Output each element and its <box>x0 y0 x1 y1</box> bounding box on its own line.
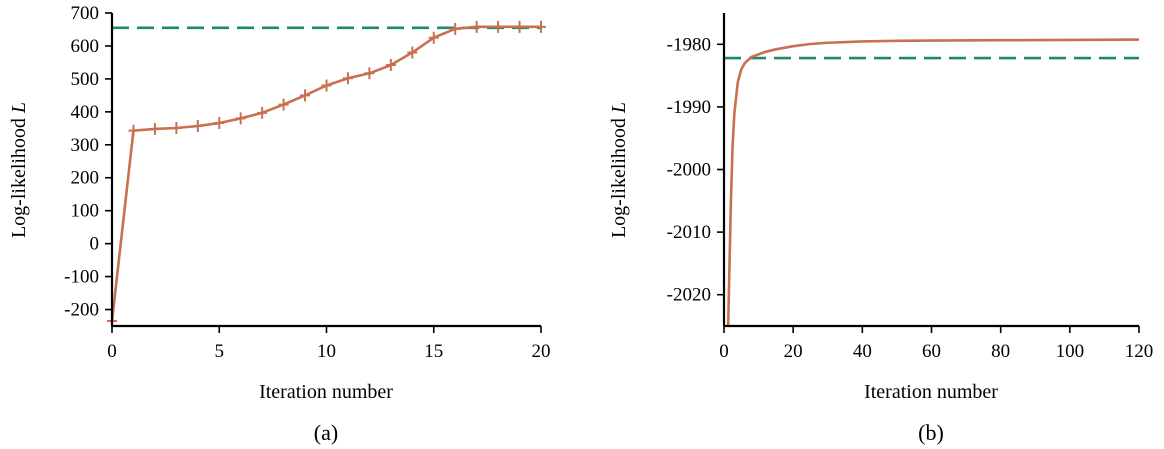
y-tick-label: -2000 <box>667 160 711 181</box>
y-tick-label: 0 <box>90 234 100 255</box>
data-point-marker <box>300 89 311 102</box>
x-axis-label: Iteration number <box>864 381 998 403</box>
y-tick-label: 400 <box>71 102 100 123</box>
x-tick-label: 40 <box>853 341 872 362</box>
y-tick-label: -2010 <box>667 222 711 243</box>
x-tick-label: 10 <box>317 341 336 362</box>
data-point-marker <box>342 72 353 85</box>
chart-panel-a: 0 5 10 15 20 -200 -100 0 100 200 300 400 500 600 700 It… <box>8 3 551 445</box>
y-axis-label-symbol: L <box>8 102 30 114</box>
data-point-marker <box>149 122 160 135</box>
y-tick-label: 100 <box>71 201 100 222</box>
y-tick-label: 300 <box>71 135 100 156</box>
data-point-marker <box>171 121 182 134</box>
y-axis-label: Log-likelihood L <box>8 102 30 238</box>
y-tick-label: -200 <box>64 300 99 321</box>
x-tick-label: 60 <box>922 341 941 362</box>
data-point-marker <box>471 20 482 33</box>
y-tick-label: 200 <box>71 168 100 189</box>
chart-panel-b: 0 20 40 60 80 100 120 -2020 -2010 -2000 -1990 -1980… <box>608 13 1153 445</box>
y-tick-label: -1990 <box>667 97 711 118</box>
data-point-marker <box>257 106 268 119</box>
x-tick-label: 0 <box>719 341 729 362</box>
x-tick-label: 15 <box>424 341 443 362</box>
data-point-marker <box>536 20 546 33</box>
panel-label: (b) <box>918 420 944 445</box>
y-tick-label: -1980 <box>667 34 711 55</box>
data-point-marker <box>128 124 139 137</box>
x-tick-label: 0 <box>107 341 117 362</box>
x-tick-label: 5 <box>215 341 225 362</box>
data-point-marker <box>214 117 225 130</box>
x-tick-label: 20 <box>784 341 803 362</box>
y-axis-label: Log-likelihood L <box>608 102 630 238</box>
y-axis-label-symbol: L <box>608 102 630 114</box>
x-tick-label: 80 <box>991 341 1010 362</box>
series-line <box>726 38 1140 327</box>
x-tick-label: 100 <box>1056 341 1085 362</box>
data-point-marker <box>450 22 461 35</box>
x-tick-label: 120 <box>1125 341 1154 362</box>
y-tick-label: 600 <box>71 36 100 57</box>
y-tick-label: -2020 <box>667 285 711 306</box>
y-axis-label-text: Log-likelihood <box>608 113 630 238</box>
y-axis-label-text: Log-likelihood <box>8 113 30 238</box>
y-tick-label: 500 <box>71 69 100 90</box>
data-point-marker <box>428 31 439 44</box>
data-point-marker <box>192 120 203 133</box>
data-point-marker <box>321 79 332 92</box>
y-tick-label: 700 <box>71 3 100 24</box>
data-point-marker <box>278 98 289 111</box>
x-axis-label: Iteration number <box>259 381 393 403</box>
series-line <box>110 25 541 322</box>
data-point-marker <box>385 59 396 72</box>
x-tick-label: 20 <box>532 341 551 362</box>
data-point-marker <box>514 20 525 33</box>
y-tick-label: -100 <box>64 267 99 288</box>
data-point-marker <box>493 20 504 33</box>
panel-label: (a) <box>314 420 338 445</box>
data-point-marker <box>364 67 375 80</box>
data-point-marker <box>235 112 246 125</box>
data-point-marker <box>407 46 418 59</box>
